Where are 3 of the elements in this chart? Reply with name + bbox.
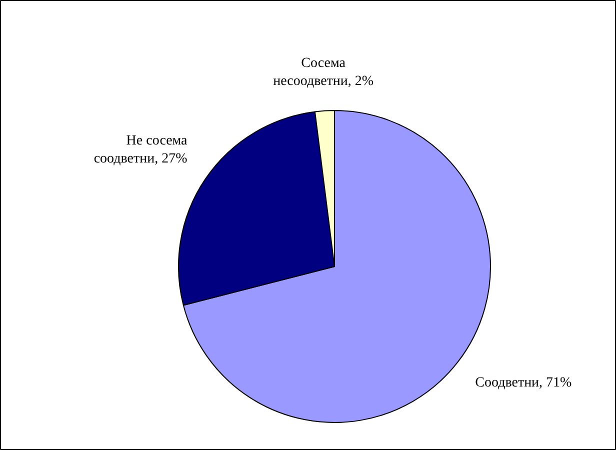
slice-label: Сосема несоодветни, 2% (273, 56, 374, 89)
slice-label: Не сосема соодветни, 27% (94, 133, 188, 166)
slice-label: Соодветни, 71% (475, 376, 572, 391)
